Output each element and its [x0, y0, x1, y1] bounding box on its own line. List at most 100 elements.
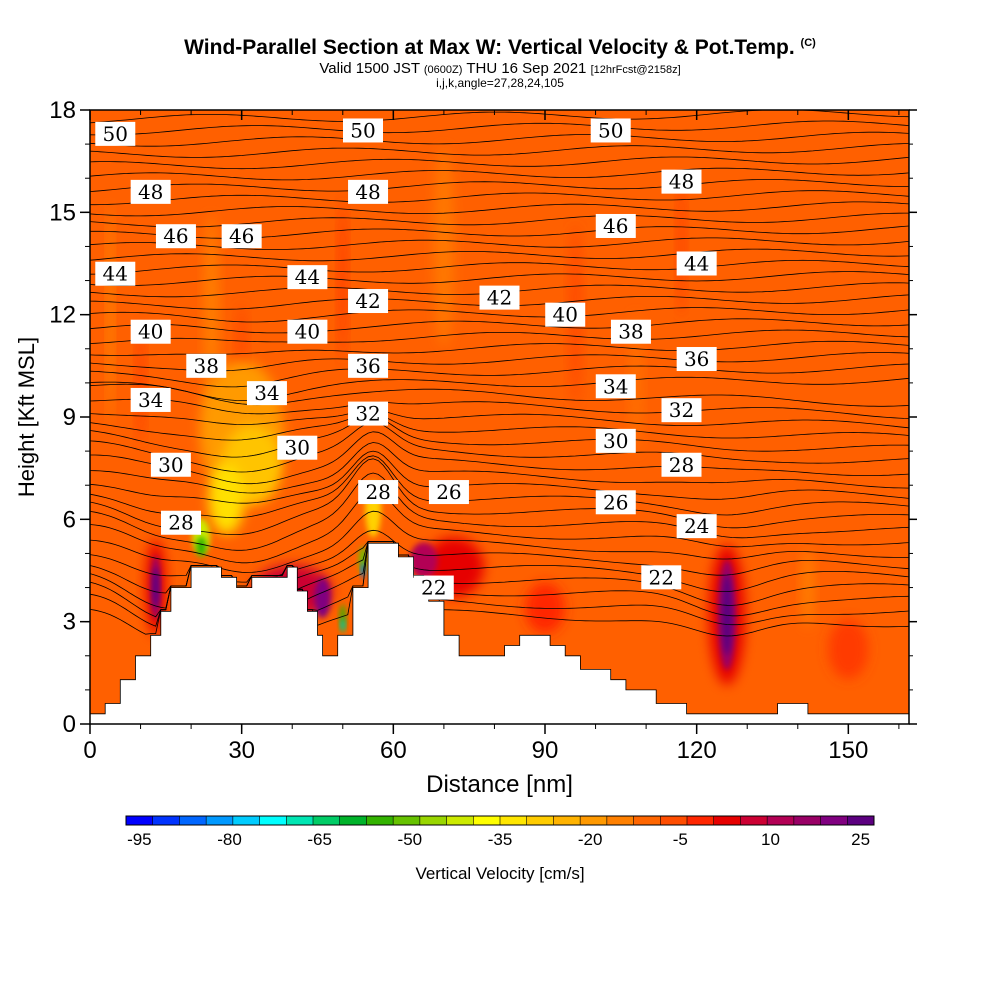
theta-label-box	[676, 347, 717, 372]
theta-label-box	[641, 565, 682, 590]
theta-label-box	[348, 179, 389, 204]
colorbar-swatch	[847, 816, 875, 825]
w-feature-25	[409, 542, 438, 579]
theta-label-text: 26	[436, 480, 461, 504]
theta-label-46: 46	[155, 224, 196, 249]
theta-contour-37	[90, 179, 909, 192]
colorbar-swatch	[126, 816, 154, 825]
colorbar-tick-10: 10	[761, 830, 780, 849]
theta-label-40: 40	[545, 302, 586, 327]
theta-label-box	[595, 374, 636, 399]
w-feature-13	[196, 536, 207, 557]
theta-label-text: 40	[295, 320, 320, 344]
colorbar-swatch	[820, 816, 848, 825]
colorbar-tick--20: -20	[578, 830, 603, 849]
theta-label-50: 50	[343, 118, 383, 143]
theta-label-48: 48	[661, 169, 702, 194]
theta-label-50: 50	[590, 118, 631, 143]
theta-label-text: 46	[163, 224, 188, 248]
theta-contour-29	[90, 271, 909, 286]
theta-label-text: 28	[365, 480, 390, 504]
theta-label-box	[150, 452, 191, 477]
theta-label-text: 48	[355, 180, 380, 204]
theta-contour-36	[90, 190, 909, 206]
theta-label-22: 22	[413, 575, 454, 600]
colorbar-swatch	[419, 816, 448, 825]
theta-label-text: 40	[138, 320, 163, 344]
theta-label-box	[246, 381, 287, 406]
theta-contour-10	[90, 455, 909, 519]
theta-label-32: 32	[348, 401, 389, 426]
colorbar-swatch	[526, 816, 554, 825]
colorbar-swatch	[606, 816, 635, 825]
terrain-profile	[90, 542, 909, 724]
w-feature-21	[152, 567, 159, 608]
colorbar-swatch	[793, 816, 822, 825]
colorbar-swatch	[500, 816, 528, 825]
theta-label-50: 50	[95, 121, 136, 146]
theta-label-box	[595, 213, 636, 238]
theta-label-text: 44	[103, 262, 128, 286]
colorbar-swatch	[660, 816, 688, 825]
theta-contour-26	[90, 307, 909, 323]
theta-label-28: 28	[358, 480, 399, 505]
colorbar-swatch	[206, 816, 234, 825]
theta-label-32: 32	[661, 398, 702, 423]
y-tick-label-18: 18	[49, 97, 76, 124]
colorbar-tick-25: 25	[851, 830, 870, 849]
theta-contour-9	[90, 458, 909, 535]
theta-label-text: 22	[421, 576, 446, 600]
w-feature-18	[340, 619, 345, 632]
theta-label-text: 34	[138, 388, 163, 412]
colorbar-swatch	[767, 816, 795, 825]
theta-label-box	[348, 353, 389, 378]
theta-contour-15	[90, 416, 909, 458]
theta-label-box	[221, 224, 262, 249]
theta-label-text: 34	[603, 374, 628, 398]
colorbar-swatch	[313, 816, 341, 825]
theta-label-box	[428, 480, 469, 505]
colorbar-swatch	[553, 816, 581, 825]
theta-label-box	[287, 319, 328, 344]
theta-contour-22	[90, 352, 909, 372]
theta-label-text: 50	[103, 122, 128, 146]
theta-label-36: 36	[676, 347, 717, 372]
theta-label-box	[676, 251, 717, 276]
theta-label-text: 48	[138, 180, 163, 204]
theta-label-text: 28	[168, 511, 193, 535]
colorbar-swatch	[713, 816, 741, 825]
x-tick-label-120: 120	[677, 737, 717, 764]
theta-label-box	[595, 490, 636, 515]
colorbar-swatch	[393, 816, 421, 825]
theta-contour-30	[90, 259, 909, 275]
theta-contour-31	[90, 248, 909, 262]
theta-label-34: 34	[595, 374, 636, 399]
theta-label-text: 42	[487, 286, 512, 310]
theta-label-box	[590, 118, 631, 143]
theta-label-text: 50	[598, 118, 623, 142]
theta-label-text: 50	[350, 118, 375, 142]
theta-label-box	[661, 398, 702, 423]
theta-contour-17	[90, 409, 909, 429]
colorbar-swatch	[179, 816, 207, 825]
theta-label-box	[287, 265, 328, 290]
theta-label-box	[676, 514, 717, 539]
theta-label-box	[343, 118, 383, 143]
colorbar-swatch	[339, 816, 367, 825]
x-tick-label-150: 150	[828, 737, 868, 764]
theta-contour-38	[90, 167, 909, 181]
y-tick-label-12: 12	[49, 302, 76, 329]
theta-contour-41	[90, 131, 909, 147]
theta-contour-40	[90, 143, 909, 158]
theta-label-text: 30	[285, 436, 310, 460]
theta-label-box	[155, 224, 196, 249]
theta-label-text: 32	[669, 398, 694, 422]
theta-label-box	[661, 452, 702, 477]
theta-label-text: 24	[684, 514, 709, 538]
colorbar-tick--80: -80	[217, 830, 242, 849]
colorbar-swatch	[446, 816, 474, 825]
theta-label-text: 34	[254, 381, 279, 405]
